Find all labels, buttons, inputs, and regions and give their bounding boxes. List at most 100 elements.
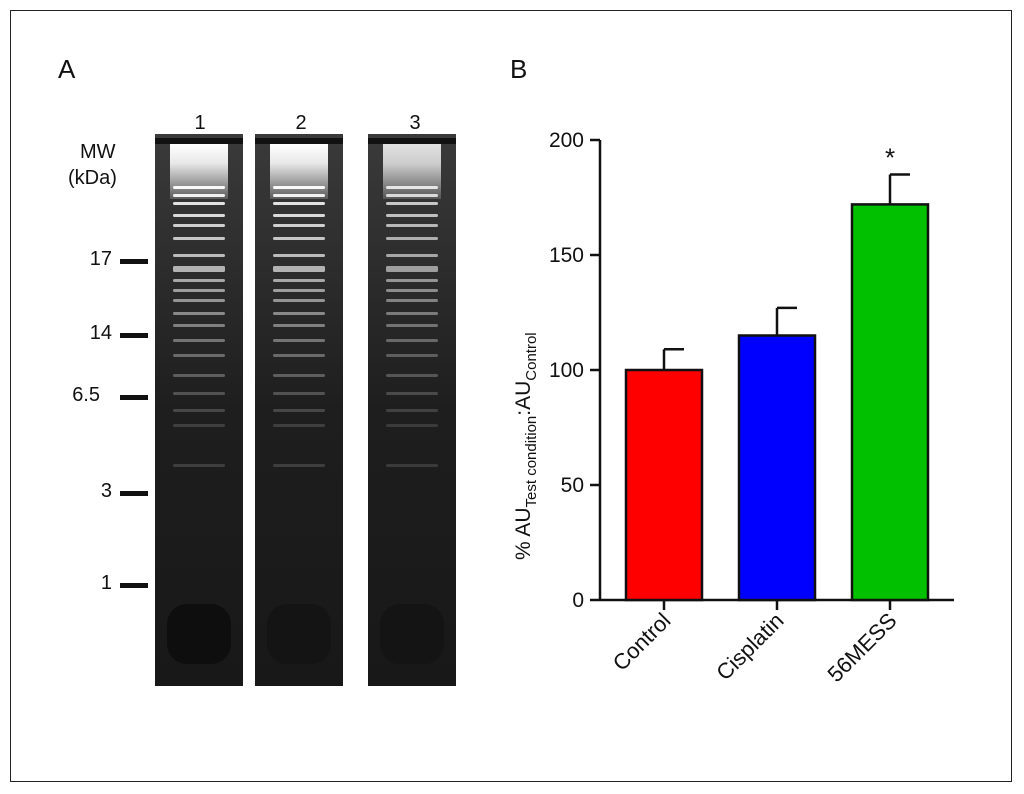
gel-band [273,374,325,377]
bar-chart: 0 50 100 150 200 % AUTest condition:AUControl… [512,129,954,687]
gel-band [273,409,325,412]
gel-band [273,266,325,272]
mw-marker-label: 17 [89,248,112,270]
gel-band [386,299,438,302]
mw-marker-label: 6.5 [72,384,100,406]
y-tick-label: 150 [549,244,584,267]
gel-band [173,279,225,282]
mw-marker-label: 14 [89,322,112,344]
gel-band [386,266,438,272]
gel-bottom-spot [267,604,331,664]
mw-marker-tick [120,395,148,400]
gel-band [173,324,225,327]
gel-top-smear [270,144,328,199]
gel-band [273,194,325,197]
y-tick-label: 0 [572,589,584,612]
gel-band [173,392,225,395]
gel-band [386,374,438,377]
mw-marker-tick [120,491,148,496]
gel-band [173,299,225,302]
gel-band [386,289,438,292]
gel-band [173,374,225,377]
gel-band [273,214,325,217]
gel-band [173,354,225,357]
gel-image [155,134,456,686]
gel-well [368,138,456,144]
panel-a-label: A [58,54,76,84]
gel-band [386,354,438,357]
lane-number: 2 [295,112,307,134]
gel-band [173,254,225,257]
mw-marker-tick [120,333,148,338]
gel-top-smear [170,144,228,199]
bar-cisplatin [737,334,817,602]
bar-56mess [850,203,930,602]
mw-header-line1: MW [80,141,116,163]
x-tick-label: 56MESS [822,608,901,687]
gel-band [173,339,225,342]
gel-band [273,202,325,205]
gel-band [273,279,325,282]
panel-b-label: B [510,54,528,84]
gel-band [173,186,225,189]
gel-band [173,409,225,412]
gel-band [273,254,325,257]
gel-bottom-spot [380,604,444,664]
gel-bottom-spot [167,604,231,664]
gel-band [273,299,325,302]
x-tick-label: Cisplatin [711,608,788,685]
gel-band [386,254,438,257]
gel-band [386,312,438,315]
gel-band [273,339,325,342]
gel-band [386,224,438,227]
lane-number: 3 [409,112,421,134]
gel-band [173,266,225,272]
y-tick-label: 200 [549,129,584,152]
gel-band [386,214,438,217]
bar-control [624,368,704,602]
gel-band [386,202,438,205]
gel-band [386,424,438,427]
gel-band [273,289,325,292]
gel-band [173,214,225,217]
mw-header: MW [80,140,116,164]
gel-band [386,279,438,282]
y-axis-label: % AUTest condition:AUControl [512,332,540,560]
gel-band [173,224,225,227]
gel-band [273,312,325,315]
mw-marker-tick [120,583,148,588]
gel-band [273,237,325,240]
gel-band [173,289,225,292]
gel-band [273,186,325,189]
gel-band [386,186,438,189]
mw-marker-label: 3 [100,480,112,502]
gel-band [173,237,225,240]
mw-marker-tick [120,259,148,264]
gel-band [173,424,225,427]
gel-band [273,464,325,467]
lane-number: 1 [194,112,206,134]
gel-band [273,392,325,395]
mw-marker-label: 1 [100,572,112,594]
gel-top-smear [383,144,441,199]
gel-band [273,324,325,327]
gel-band [173,312,225,315]
gel-band [386,324,438,327]
significance-marker: * [885,143,895,173]
gel-well [155,138,243,144]
gel-band [273,424,325,427]
gel-well [255,138,343,144]
mw-header-units: (kDa) [68,167,117,189]
y-tick-label: 100 [549,359,584,382]
gel-band [173,194,225,197]
gel-band [386,464,438,467]
x-tick-label: Control [608,608,676,676]
y-tick-label: 50 [561,474,584,497]
gel-band [386,392,438,395]
gel-band [273,354,325,357]
gel-band [273,224,325,227]
gel-band [173,464,225,467]
gel-band [386,339,438,342]
gel-band [386,194,438,197]
gel-band [386,409,438,412]
